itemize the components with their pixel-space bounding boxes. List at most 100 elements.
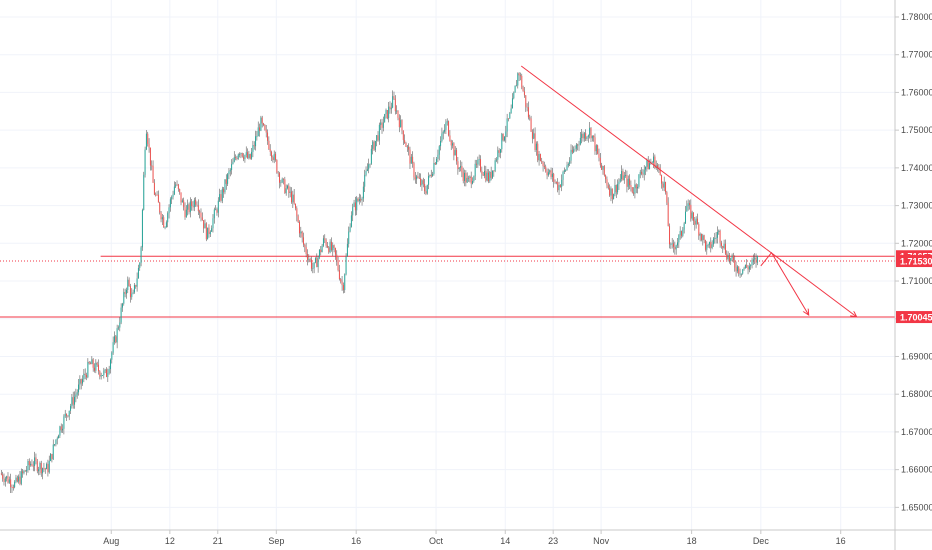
candle-body xyxy=(292,194,294,203)
candle-body xyxy=(545,166,547,172)
candle-body xyxy=(402,130,404,141)
candle-body xyxy=(14,481,16,488)
candle-body xyxy=(318,249,320,258)
y-tick-label: 1.73000 xyxy=(901,201,932,211)
candle-body xyxy=(361,198,363,201)
candle-body xyxy=(654,156,656,168)
candle-body xyxy=(756,255,758,263)
candle-body xyxy=(101,375,103,376)
candle-body xyxy=(712,238,714,245)
candle-body xyxy=(200,212,202,218)
candle-body xyxy=(306,253,308,260)
x-tick-label: 18 xyxy=(687,536,697,546)
candle-body xyxy=(731,255,733,259)
candle-body xyxy=(470,176,472,184)
candle-body xyxy=(453,143,455,156)
candle-body xyxy=(472,181,474,184)
candle-body xyxy=(18,476,20,482)
candle-body xyxy=(567,163,569,166)
candle-body xyxy=(507,118,509,120)
candle-body xyxy=(279,173,281,183)
candle-body xyxy=(42,468,44,474)
candle-body xyxy=(197,205,199,212)
candle-body xyxy=(541,160,543,163)
candle-body xyxy=(204,223,206,229)
candle-body xyxy=(288,185,290,194)
candle-body xyxy=(601,165,603,170)
candle-body xyxy=(527,107,529,118)
candle-body xyxy=(575,144,577,149)
candle-body xyxy=(78,384,80,393)
candle-body xyxy=(428,175,430,185)
candle-body xyxy=(441,133,443,141)
candle-body xyxy=(147,133,149,144)
candle-body xyxy=(34,457,36,467)
candle-body xyxy=(354,202,356,211)
candle-body xyxy=(2,474,4,479)
candle-body xyxy=(116,328,118,343)
candle-body xyxy=(517,73,519,86)
candle-body xyxy=(281,178,283,183)
candle-body xyxy=(264,124,266,130)
candle-body xyxy=(754,257,756,260)
candle-body xyxy=(223,188,225,193)
candle-body xyxy=(531,131,533,139)
candle-body xyxy=(10,479,12,488)
candle-body xyxy=(752,259,754,261)
candle-body xyxy=(430,174,432,177)
candle-body xyxy=(352,206,354,216)
candle-body xyxy=(673,243,675,247)
candle-body xyxy=(172,194,174,197)
candle-body xyxy=(742,269,744,274)
candle-body xyxy=(633,192,635,194)
candle-body xyxy=(68,410,70,417)
candle-body xyxy=(380,122,382,125)
candle-body xyxy=(91,359,93,365)
candle-body xyxy=(345,256,347,275)
candle-body xyxy=(39,462,41,470)
candle-body xyxy=(530,118,532,132)
candle-body xyxy=(473,176,475,182)
candle-body xyxy=(424,184,426,192)
candle-body xyxy=(333,245,335,249)
candle-body xyxy=(123,292,125,304)
candle-body xyxy=(141,209,143,248)
candle-body xyxy=(205,223,207,240)
candle-body xyxy=(276,159,278,173)
candle-body xyxy=(127,279,129,290)
candle-body xyxy=(558,185,560,191)
candle-body xyxy=(505,131,507,138)
candle-body xyxy=(617,184,619,193)
horizontal-levels xyxy=(0,255,895,318)
candle-body xyxy=(280,182,282,184)
candle-body xyxy=(269,149,271,152)
candle-body xyxy=(591,135,593,139)
candle-body xyxy=(139,263,141,268)
candle-body xyxy=(15,477,17,482)
x-tick-label: 21 xyxy=(213,536,223,546)
candle-body xyxy=(310,259,312,269)
grid xyxy=(0,0,895,530)
candle-body xyxy=(734,260,736,268)
candle-body xyxy=(183,200,185,208)
candle-body xyxy=(336,254,338,261)
candle-body xyxy=(707,244,709,246)
candle-body xyxy=(457,161,459,170)
candle-body xyxy=(360,199,362,201)
candle-body xyxy=(344,274,346,291)
candle-body xyxy=(400,120,402,128)
candle-body xyxy=(309,259,311,260)
candle-body xyxy=(63,416,65,429)
candle-body xyxy=(610,188,612,196)
candle-body xyxy=(199,211,201,213)
candle-body xyxy=(117,327,119,329)
candle-body xyxy=(64,413,66,417)
candle-body xyxy=(715,237,717,239)
candle-body xyxy=(171,196,173,200)
candle-body xyxy=(136,278,138,287)
candle-body xyxy=(408,146,410,150)
candle-body xyxy=(551,173,553,177)
candle-body xyxy=(482,173,484,176)
candle-body xyxy=(44,468,46,470)
